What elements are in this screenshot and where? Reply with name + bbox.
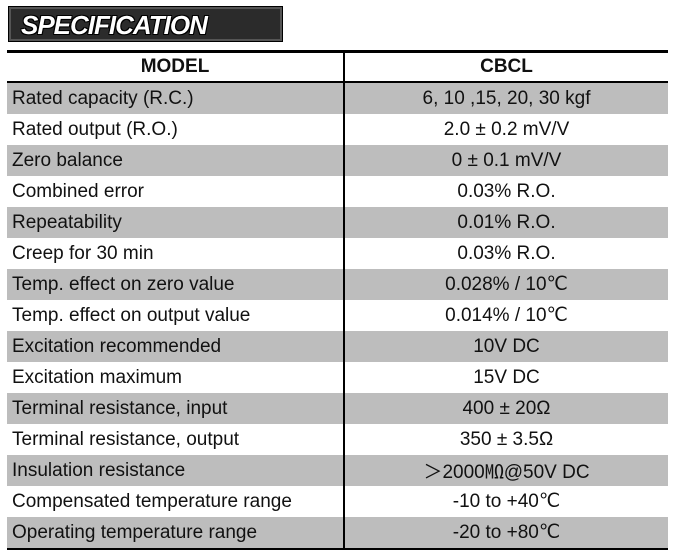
row-label: Combined error	[7, 176, 345, 207]
row-value: -10 to +40℃	[452, 491, 561, 512]
row-label: Excitation recommended	[7, 331, 345, 362]
row-label: Temp. effect on output value	[7, 300, 345, 331]
row-value: 10V DC	[344, 331, 668, 362]
table-header-row: MODEL CBCL	[7, 51, 668, 83]
row-value: -20 to +80℃	[344, 517, 668, 549]
table-row: Rated output (R.O.) 2.0 ± 0.2 mV/V	[7, 114, 668, 145]
table-row: Terminal resistance, input 400 ± 20Ω	[7, 393, 668, 424]
table-row: Temp. effect on output value 0.014% / 10…	[7, 300, 668, 331]
table-row: Excitation maximum 15V DC	[7, 362, 668, 393]
row-value: 15V DC	[473, 366, 540, 388]
row-value: 2.0 ± 0.2 mV/V	[443, 118, 570, 140]
row-value: 6, 10 ,15, 20, 30 kgf	[344, 82, 668, 114]
row-label: Compensated temperature range	[7, 486, 345, 517]
row-value: 0 ± 0.1 mV/V	[344, 145, 668, 176]
row-value: 0.01% R.O.	[344, 207, 668, 238]
specification-banner: SPECIFICATION	[8, 6, 283, 42]
table-row: Excitation recommended 10V DC	[7, 331, 668, 362]
row-value: 0.028% / 10℃	[344, 269, 668, 300]
row-label: Zero balance	[7, 145, 345, 176]
specification-table: MODEL CBCL Rated capacity (R.C.) 6, 10 ,…	[7, 50, 668, 550]
table-row: Compensated temperature range -10 to +40…	[7, 486, 668, 517]
table-row: Creep for 30 min 0.03% R.O.	[7, 238, 668, 269]
table-row: Rated capacity (R.C.) 6, 10 ,15, 20, 30 …	[7, 82, 668, 114]
table-row: Repeatability 0.01% R.O.	[7, 207, 668, 238]
row-value: 0.03% R.O.	[457, 180, 556, 202]
table-row: Operating temperature range -20 to +80℃	[7, 517, 668, 549]
row-label: Rated output (R.O.)	[7, 114, 345, 145]
row-value: 400 ± 20Ω	[344, 393, 668, 424]
table-row: Terminal resistance, output 350 ± 3.5Ω	[7, 424, 668, 455]
row-value: 0.014% / 10℃	[445, 305, 568, 326]
row-value: 350 ± 3.5Ω	[459, 428, 554, 450]
row-value: ＞2000㏁@50V DC	[344, 455, 668, 486]
row-label: Terminal resistance, output	[7, 424, 345, 455]
table-row: Combined error 0.03% R.O.	[7, 176, 668, 207]
row-label: Temp. effect on zero value	[7, 269, 345, 300]
row-value: 0.03% R.O.	[457, 242, 556, 264]
column-header-model: MODEL	[7, 51, 345, 83]
table-row: Insulation resistance ＞2000㏁@50V DC	[7, 455, 668, 486]
table-row: Zero balance 0 ± 0.1 mV/V	[7, 145, 668, 176]
row-label: Repeatability	[7, 207, 345, 238]
row-label: Excitation maximum	[7, 362, 345, 393]
table-row: Temp. effect on zero value 0.028% / 10℃	[7, 269, 668, 300]
column-header-cbcl: CBCL	[344, 51, 668, 83]
row-label: Operating temperature range	[7, 517, 345, 549]
row-label: Creep for 30 min	[7, 238, 345, 269]
row-label: Rated capacity (R.C.)	[7, 82, 345, 114]
row-label: Insulation resistance	[7, 455, 345, 486]
specification-title: SPECIFICATION	[21, 10, 208, 40]
row-label: Terminal resistance, input	[7, 393, 345, 424]
